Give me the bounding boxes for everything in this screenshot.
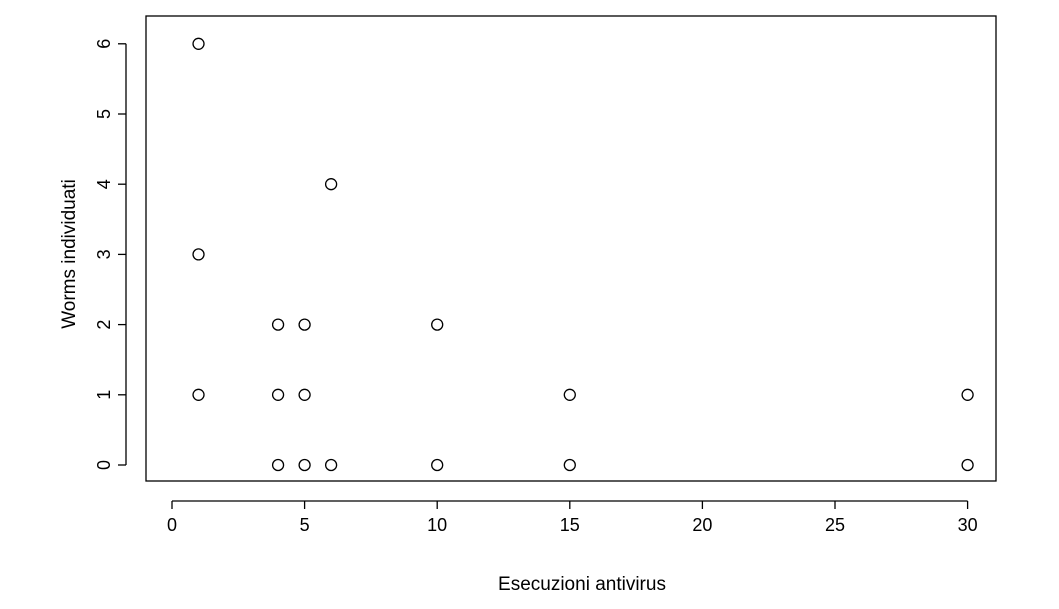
data-point [324,458,338,472]
data-point [961,458,974,472]
data-point [298,458,311,472]
data-point [192,388,205,401]
data-point [563,388,576,401]
data-point [192,248,205,261]
y-tick-label: 2 [94,320,114,330]
y-axis-label: Worms individuati [59,179,80,329]
data-point [271,318,285,331]
plot-frame [145,15,997,482]
data-point [192,37,205,50]
y-tick-label: 5 [94,109,114,119]
data-points [192,37,974,472]
y-tick-label: 4 [94,179,114,189]
data-point [431,318,444,331]
x-tick-label: 30 [958,515,978,535]
y-axis: 0 1 2 3 4 5 6 [94,39,127,470]
x-tick-label: 5 [300,515,310,535]
x-tick-label: 0 [167,515,177,535]
x-tick-label: 10 [427,515,447,535]
x-tick-label: 25 [825,515,845,535]
data-point [431,458,444,472]
x-tick-label: 20 [692,515,712,535]
x-axis: 0 5 10 15 20 25 30 [167,500,978,535]
y-tick-label: 0 [94,460,114,470]
data-point [271,388,285,401]
data-point [298,388,311,401]
data-point [563,458,576,472]
data-point [324,178,338,191]
y-tick-label: 3 [94,249,114,259]
x-axis-label: Esecuzioni antivirus [498,574,666,595]
y-tick-label: 6 [94,39,114,49]
data-point [298,318,311,331]
data-point [271,458,285,472]
x-tick-label: 15 [560,515,580,535]
data-point [961,388,974,401]
y-tick-label: 1 [94,390,114,400]
